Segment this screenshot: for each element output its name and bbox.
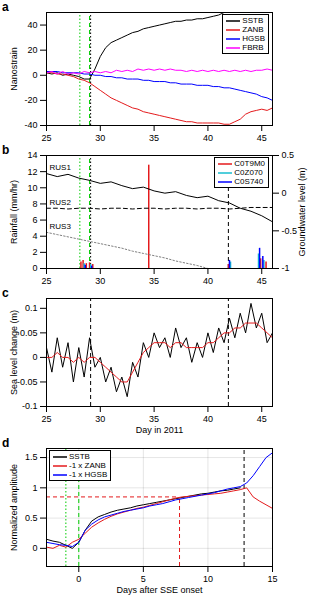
svg-text:4: 4 [32, 231, 37, 241]
svg-text:-20: -20 [24, 95, 37, 105]
svg-text:0: 0 [282, 188, 287, 198]
svg-text:-0.1: -0.1 [22, 401, 38, 411]
svg-text:Nanostrain: Nanostrain [9, 47, 19, 91]
svg-text:45: 45 [257, 133, 267, 143]
svg-text:12: 12 [27, 167, 37, 177]
svg-text:0.1: 0.1 [25, 303, 38, 313]
svg-text:0.5: 0.5 [25, 513, 38, 523]
svg-text:40: 40 [203, 414, 213, 424]
svg-text:Normalized amplitude: Normalized amplitude [9, 464, 19, 551]
svg-text:0.5: 0.5 [282, 150, 295, 160]
html-text:HGSB: HGSB [242, 34, 265, 43]
svg-text:25: 25 [41, 414, 51, 424]
svg-text:35: 35 [149, 414, 159, 424]
svg-text:45: 45 [257, 414, 267, 424]
svg-text:-40: -40 [24, 120, 37, 130]
svg-text:-1: -1 [282, 263, 290, 273]
svg-text:0: 0 [32, 70, 37, 80]
html-text:SSTB: SSTB [242, 16, 264, 25]
svg-text:Rainfall (mm/hr): Rainfall (mm/hr) [9, 180, 19, 244]
html-text:SSTB: SSTB [69, 452, 90, 461]
svg-text:25: 25 [41, 276, 51, 286]
svg-text:2: 2 [32, 247, 37, 257]
html-text:FBRB: FBRB [242, 43, 264, 52]
svg-text:Sea level change (m): Sea level change (m) [9, 310, 19, 395]
svg-text:30: 30 [95, 276, 105, 286]
svg-text:0.05: 0.05 [20, 328, 38, 338]
svg-text:6: 6 [32, 215, 37, 225]
svg-text:30: 30 [95, 414, 105, 424]
svg-text:Groundwater level (m): Groundwater level (m) [297, 167, 307, 256]
svg-text:20: 20 [27, 45, 37, 55]
svg-text:40: 40 [27, 20, 37, 30]
svg-text:1.5: 1.5 [25, 452, 38, 462]
svg-text:0: 0 [32, 352, 37, 362]
svg-text:8: 8 [32, 199, 37, 209]
svg-text:40: 40 [203, 276, 213, 286]
svg-text:10: 10 [203, 574, 213, 584]
html-text:d: d [2, 436, 10, 450]
svg-text:RUS2: RUS2 [50, 198, 72, 207]
svg-text:-0.05: -0.05 [17, 377, 38, 387]
svg-text:35: 35 [149, 276, 159, 286]
svg-text:14: 14 [27, 150, 37, 160]
svg-text:25: 25 [41, 133, 51, 143]
html-text:b: b [2, 143, 10, 157]
svg-text:0: 0 [76, 574, 81, 584]
svg-text:Day in 2011: Day in 2011 [136, 425, 183, 435]
html-text:C0T9M0: C0T9M0 [234, 159, 265, 168]
svg-text:10: 10 [27, 183, 37, 193]
svg-text:0: 0 [32, 263, 37, 273]
svg-text:-0.5: -0.5 [282, 226, 298, 236]
html-text:c: c [2, 286, 9, 300]
html-text:-1 x HGSB: -1 x HGSB [69, 470, 108, 479]
svg-text:35: 35 [149, 133, 159, 143]
svg-text:30: 30 [95, 133, 105, 143]
html-text:C0S740: C0S740 [234, 177, 264, 186]
svg-text:0: 0 [32, 543, 37, 553]
html-text:-1 x ZANB: -1 x ZANB [69, 461, 106, 470]
svg-text:40: 40 [203, 133, 213, 143]
html-text:a: a [2, 0, 9, 14]
svg-text:15: 15 [267, 574, 277, 584]
svg-text:45: 45 [257, 276, 267, 286]
svg-text:5: 5 [141, 574, 146, 584]
html-text:ZANB: ZANB [242, 25, 264, 34]
svg-text:Days after SSE onset: Days after SSE onset [116, 585, 203, 595]
svg-text:RUS1: RUS1 [50, 163, 72, 172]
svg-text:1: 1 [32, 483, 37, 493]
html-text:C0Z070: C0Z070 [234, 168, 263, 177]
svg-text:RUS3: RUS3 [50, 222, 72, 231]
